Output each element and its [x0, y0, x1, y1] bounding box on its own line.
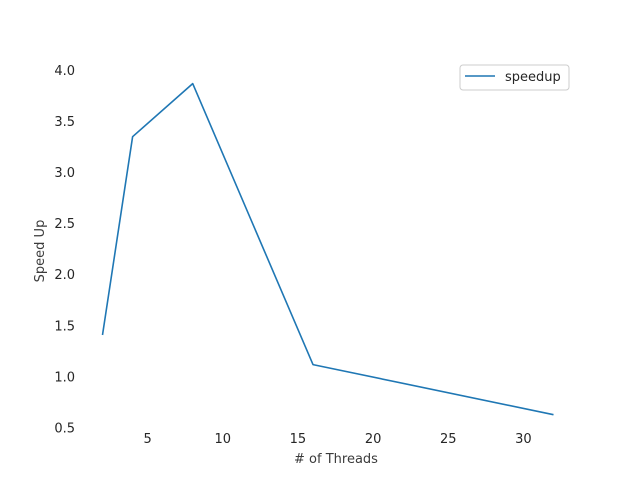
- y-tick-label: 2.5: [54, 217, 75, 232]
- y-tick-label: 3.5: [54, 115, 75, 130]
- x-tick-label: 25: [440, 432, 457, 447]
- x-axis-label: # of Threads: [294, 452, 378, 467]
- legend: speedup: [459, 64, 570, 91]
- y-axis-label: Speed Up: [33, 220, 48, 283]
- y-axis-ticks: 0.5 1.0 1.5 2.0 2.5 3.0 3.5 4.0: [54, 64, 75, 437]
- y-tick-label: 3.0: [54, 166, 75, 181]
- x-tick-label: 15: [290, 432, 307, 447]
- x-tick-label: 10: [215, 432, 232, 447]
- y-tick-label: 1.5: [54, 319, 75, 334]
- x-tick-label: 20: [365, 432, 382, 447]
- y-tick-label: 4.0: [54, 64, 75, 79]
- legend-frame: [459, 64, 570, 91]
- y-tick-label: 2.0: [54, 268, 75, 283]
- x-tick-label: 30: [515, 432, 532, 447]
- x-tick-label: 5: [143, 432, 151, 447]
- x-axis-ticks: 5 10 15 20 25 30: [143, 432, 531, 447]
- legend-label-speedup: speedup: [505, 70, 561, 85]
- y-tick-label: 1.0: [54, 370, 75, 385]
- y-tick-label: 0.5: [54, 422, 75, 437]
- series-line-speedup: [101, 82, 554, 416]
